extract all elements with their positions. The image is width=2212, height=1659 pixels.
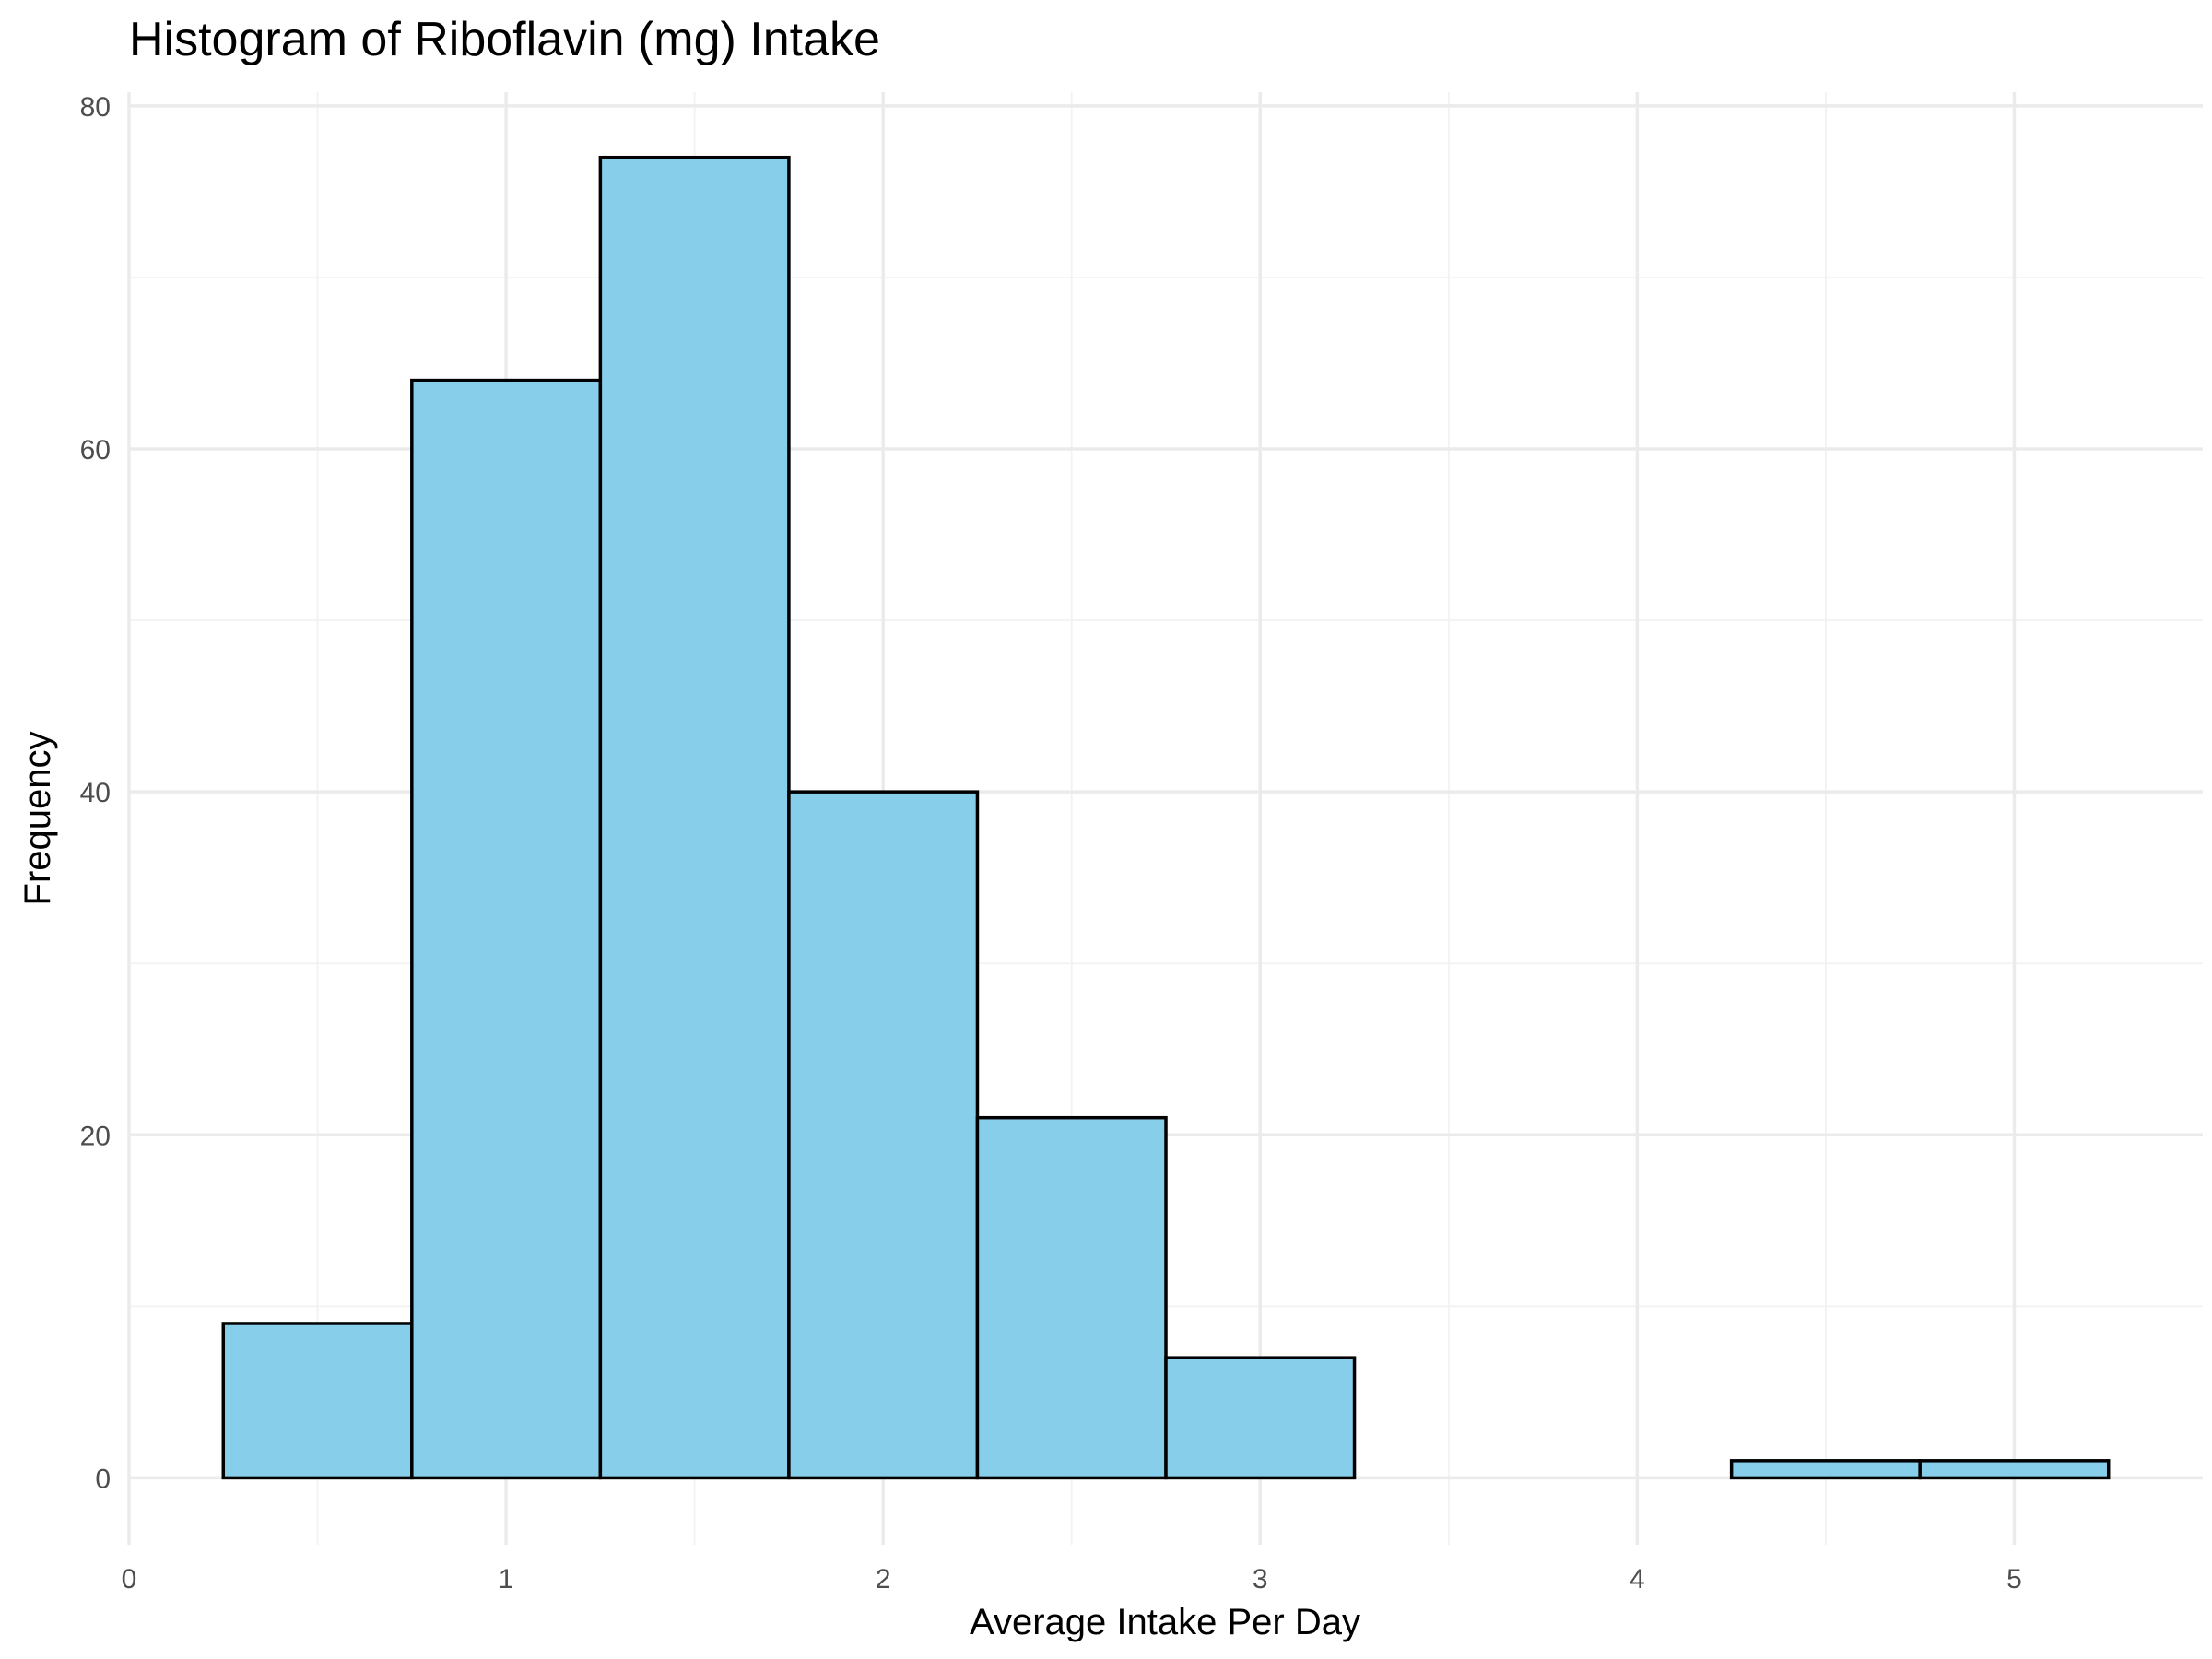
x-tick-label: 2 <box>876 1564 891 1594</box>
x-tick-label: 5 <box>2006 1564 2022 1594</box>
chart-title: Histogram of Riboflavin (mg) Intake <box>129 13 880 66</box>
y-tick-label: 0 <box>95 1464 111 1494</box>
histogram-bar <box>975 1115 1168 1480</box>
histogram-bars <box>221 155 2111 1480</box>
x-tick-label: 0 <box>122 1564 137 1594</box>
y-tick-label: 80 <box>80 92 111 123</box>
x-axis-tick-labels: 0 1 2 3 4 5 <box>122 1564 2022 1594</box>
x-tick-label: 4 <box>1630 1564 1645 1594</box>
histogram-bar <box>1164 1356 1357 1480</box>
y-tick-label: 60 <box>80 435 111 465</box>
histogram-bar <box>1729 1459 1922 1480</box>
y-tick-label: 20 <box>80 1121 111 1151</box>
histogram-bar <box>1918 1459 2111 1480</box>
histogram-bar <box>221 1322 414 1480</box>
y-axis-tick-labels: 0 20 40 60 80 <box>80 92 111 1495</box>
y-tick-label: 40 <box>80 778 111 808</box>
histogram-bar <box>598 155 791 1480</box>
histogram-bar <box>787 790 980 1480</box>
y-axis-title: Frequency <box>18 732 58 906</box>
x-axis-title: Average Intake Per Day <box>970 1602 1360 1642</box>
x-tick-label: 1 <box>499 1564 514 1594</box>
x-tick-label: 3 <box>1253 1564 1268 1594</box>
histogram-bar <box>410 378 603 1480</box>
